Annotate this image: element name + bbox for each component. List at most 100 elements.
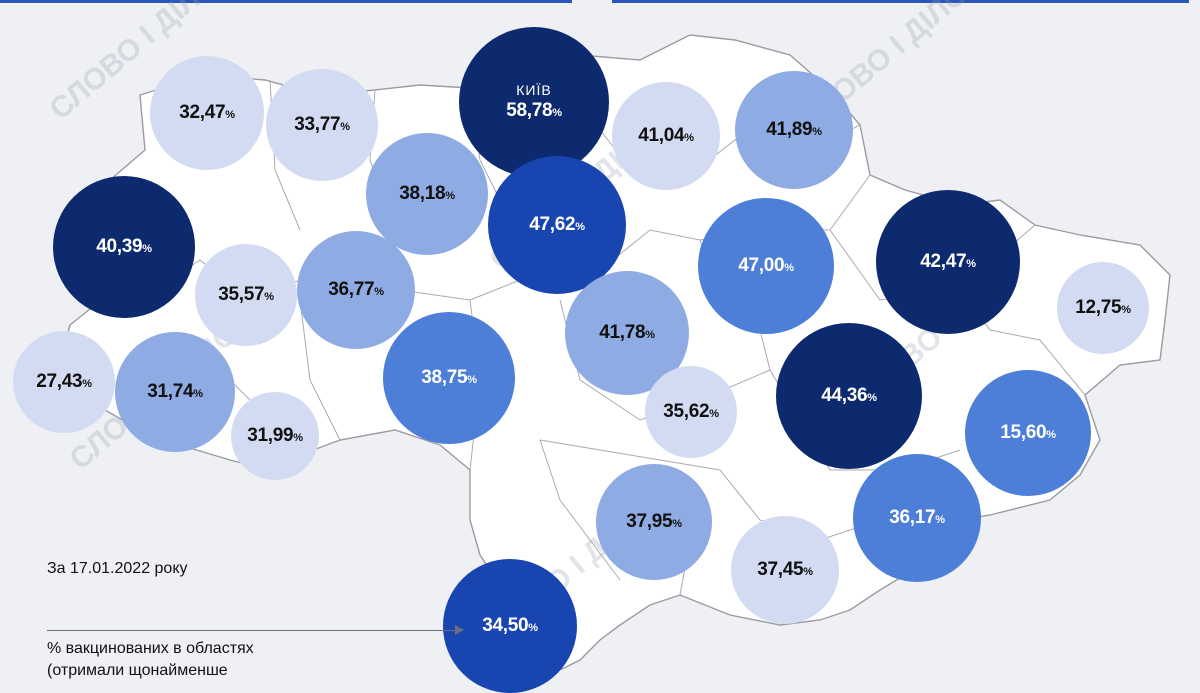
region-value-number: 27,43	[36, 371, 83, 392]
region-circle-poltavska: 47,00%	[698, 198, 834, 334]
region-value-number: 36,17	[889, 507, 936, 528]
region-value: 34,50%	[482, 615, 538, 637]
region-value-number: 34,50	[482, 615, 529, 636]
percent-sign: %	[645, 329, 655, 341]
percent-sign: %	[142, 243, 152, 255]
region-value-number: 31,74	[147, 381, 194, 402]
region-value-number: 32,47	[179, 102, 226, 123]
percent-sign: %	[966, 258, 976, 270]
region-value: 36,77%	[328, 279, 384, 301]
date-note: За 17.01.2022 року	[47, 560, 188, 577]
percent-sign: %	[193, 388, 203, 400]
region-value: 37,95%	[626, 511, 682, 533]
region-circle-khersonska: 37,45%	[731, 516, 839, 624]
city-label: КИЇВ	[516, 82, 552, 98]
region-value: 38,18%	[399, 183, 455, 205]
region-value: 27,43%	[36, 371, 92, 393]
percent-sign: %	[803, 566, 813, 578]
region-value-number: 35,57	[218, 284, 265, 305]
legend-arrow-icon	[455, 625, 464, 635]
region-value-number: 38,75	[421, 367, 468, 388]
region-circle-kharkivska: 42,47%	[876, 190, 1020, 334]
percent-sign: %	[709, 408, 719, 420]
region-value: 35,57%	[218, 284, 274, 306]
percent-sign: %	[784, 262, 794, 274]
legend-pointer-line	[47, 630, 457, 631]
region-value: 42,47%	[920, 251, 976, 273]
region-circle-khmelnytska: 36,77%	[297, 231, 415, 349]
border-line	[299, 299, 341, 441]
region-value: 40,39%	[96, 236, 152, 258]
region-value: 37,45%	[757, 559, 813, 581]
percent-sign: %	[672, 518, 682, 530]
region-value: 33,77%	[294, 114, 350, 136]
percent-sign: %	[528, 622, 538, 634]
region-value-number: 15,60	[1000, 422, 1047, 443]
region-value: 41,78%	[599, 322, 655, 344]
top-rule-right	[612, 0, 1189, 3]
percent-sign: %	[1046, 429, 1056, 441]
legend-text: % вакцинованих в областях (отримали щона…	[47, 638, 254, 682]
percent-sign: %	[293, 432, 303, 444]
region-value-number: 47,00	[738, 255, 785, 276]
percent-sign: %	[552, 107, 562, 119]
region-value-number: 58,78	[506, 100, 553, 121]
percent-sign: %	[340, 121, 350, 133]
region-value-number: 41,78	[599, 322, 646, 343]
region-value-number: 37,45	[757, 559, 804, 580]
region-circle-kyiv-city: КИЇВ 58,78%	[459, 27, 609, 177]
region-value: 41,89%	[766, 119, 822, 141]
region-value: 31,74%	[147, 381, 203, 403]
region-value: 44,36%	[821, 385, 877, 407]
top-rule-left	[0, 0, 572, 3]
region-value: 58,78%	[506, 100, 562, 122]
region-value: 36,17%	[889, 507, 945, 529]
percent-sign: %	[867, 392, 877, 404]
percent-sign: %	[225, 109, 235, 121]
region-circle-mykolaivska: 37,95%	[596, 464, 712, 580]
region-value-number: 40,39	[96, 236, 143, 257]
percent-sign: %	[684, 132, 694, 144]
region-value: 47,62%	[529, 214, 585, 236]
region-value-number: 12,75	[1075, 297, 1122, 318]
percent-sign: %	[575, 221, 585, 233]
percent-sign: %	[467, 374, 477, 386]
legend-line-1: % вакцинованих в областях	[47, 640, 254, 657]
region-circle-kyivska: 47,62%	[488, 156, 626, 294]
region-value-number: 33,77	[294, 114, 341, 135]
region-value-number: 37,95	[626, 511, 673, 532]
region-value-number: 36,77	[328, 279, 375, 300]
region-value-number: 47,62	[529, 214, 576, 235]
percent-sign: %	[1121, 304, 1131, 316]
region-value: 12,75%	[1075, 297, 1131, 319]
region-value-number: 38,18	[399, 183, 446, 204]
region-circle-zaporizka: 36,17%	[853, 454, 981, 582]
region-value: 47,00%	[738, 255, 794, 277]
region-value: 41,04%	[638, 125, 694, 147]
region-circle-donetska: 15,60%	[965, 370, 1091, 496]
region-circle-sumska: 41,89%	[735, 71, 853, 189]
region-circle-kirovohradska: 35,62%	[645, 366, 737, 458]
region-circle-volynska: 32,47%	[150, 56, 264, 170]
region-value-number: 41,04	[638, 125, 685, 146]
region-circle-chernihivska: 41,04%	[612, 82, 720, 190]
region-value-number: 31,99	[247, 425, 294, 446]
region-value: 15,60%	[1000, 422, 1056, 444]
region-circle-rivnenska: 33,77%	[266, 69, 378, 181]
region-value: 32,47%	[179, 102, 235, 124]
percent-sign: %	[445, 190, 455, 202]
percent-sign: %	[935, 514, 945, 526]
region-value-number: 41,89	[766, 119, 813, 140]
region-value-number: 35,62	[663, 401, 710, 422]
border-line	[539, 439, 621, 581]
legend-line-2: (отримали щонайменше	[47, 662, 228, 679]
percent-sign: %	[82, 378, 92, 390]
region-circle-ternopilska: 35,57%	[195, 244, 297, 346]
region-value: 35,62%	[663, 401, 719, 423]
region-value: 38,75%	[421, 367, 477, 389]
region-circle-zhytomyrska: 38,18%	[366, 133, 488, 255]
percent-sign: %	[264, 291, 274, 303]
region-circle-zakarpatska: 27,43%	[13, 331, 115, 433]
percent-sign: %	[812, 126, 822, 138]
region-value-number: 42,47	[920, 251, 967, 272]
